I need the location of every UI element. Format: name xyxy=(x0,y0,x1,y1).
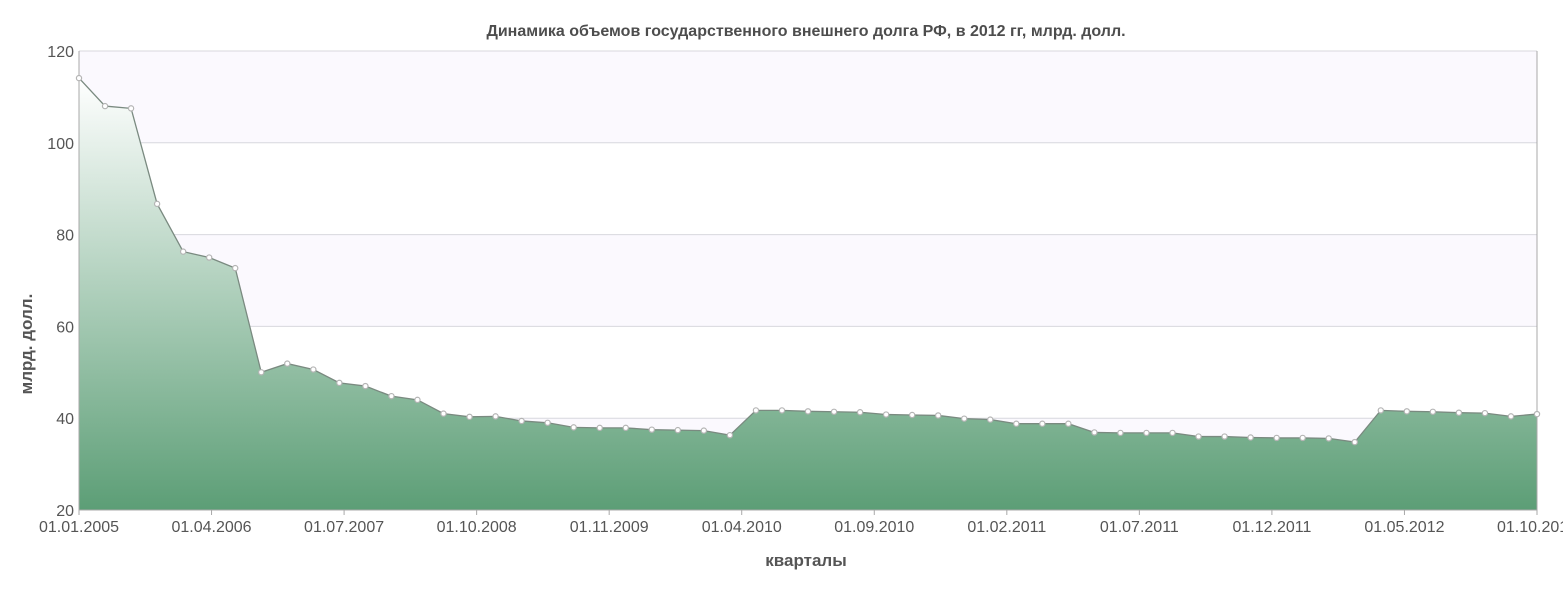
x-tick-label: 01.10.2008 xyxy=(437,519,517,536)
data-point xyxy=(101,102,109,110)
data-point xyxy=(804,408,812,415)
y-tick-label: 40 xyxy=(56,411,74,428)
data-point xyxy=(518,417,525,425)
data-point xyxy=(726,431,734,439)
y-tick-label: 120 xyxy=(47,44,74,61)
data-point xyxy=(856,409,864,416)
x-axis-title: кварталы xyxy=(765,551,846,570)
data-point xyxy=(1013,420,1020,427)
data-point xyxy=(987,416,994,423)
data-point xyxy=(362,382,369,390)
data-point xyxy=(622,424,629,432)
data-point xyxy=(1091,429,1098,436)
data-point xyxy=(1377,407,1384,414)
data-point xyxy=(830,408,838,415)
data-point xyxy=(492,413,499,420)
x-tick-label: 01.04.2010 xyxy=(702,519,782,536)
data-point xyxy=(440,410,447,417)
data-point xyxy=(75,74,83,82)
data-point xyxy=(232,264,239,272)
plot-band xyxy=(79,51,1537,143)
data-point xyxy=(1299,434,1306,442)
data-point xyxy=(153,200,161,208)
data-point xyxy=(908,411,916,419)
data-point xyxy=(778,407,786,414)
data-point xyxy=(1169,429,1176,437)
data-point xyxy=(752,407,760,414)
data-point xyxy=(336,379,343,387)
x-tick-label: 01.07.2007 xyxy=(304,519,384,536)
data-point xyxy=(882,411,890,418)
data-point xyxy=(1143,429,1150,437)
data-point xyxy=(544,419,551,426)
data-point xyxy=(1065,420,1072,427)
data-point xyxy=(570,424,577,431)
data-point xyxy=(1403,408,1411,415)
data-point xyxy=(466,413,473,421)
data-point xyxy=(284,360,291,367)
y-tick-label: 20 xyxy=(56,503,74,520)
data-point xyxy=(388,392,395,400)
data-point xyxy=(414,396,421,404)
data-point xyxy=(310,366,317,373)
y-tick-label: 80 xyxy=(56,228,74,245)
data-markers xyxy=(75,74,1541,446)
data-point xyxy=(961,415,968,422)
x-tick-label: 01.11.2009 xyxy=(570,519,649,536)
data-point xyxy=(674,426,682,434)
data-point xyxy=(700,427,708,434)
x-tick-label: 01.07.2011 xyxy=(1100,519,1179,536)
data-point xyxy=(1325,435,1332,442)
x-tick-label: 01.02.2011 xyxy=(967,519,1046,536)
data-point xyxy=(1507,413,1515,420)
y-tick-label: 60 xyxy=(56,319,74,336)
x-tick-label: 01.04.2006 xyxy=(172,519,252,536)
data-point xyxy=(1351,438,1358,446)
x-tick-label: 01.12.2011 xyxy=(1232,519,1311,536)
data-point xyxy=(1533,410,1541,418)
data-point xyxy=(1273,434,1280,442)
data-point xyxy=(1455,409,1463,416)
plot-band xyxy=(79,234,1537,327)
data-point xyxy=(127,105,135,112)
data-point xyxy=(1039,420,1046,427)
x-tick-label: 01.01.2005 xyxy=(39,519,119,536)
chart-title: Динамика объемов государственного внешне… xyxy=(486,23,1125,40)
data-point xyxy=(205,254,213,261)
data-point xyxy=(1117,429,1124,437)
x-tick-label: 01.09.2010 xyxy=(834,519,914,536)
y-axis-ticks: 20 40 60 80 100 120 xyxy=(47,44,74,520)
y-axis-title: млрд. долл. xyxy=(17,294,36,395)
data-point xyxy=(258,369,265,376)
data-point xyxy=(596,424,603,432)
data-point xyxy=(1195,433,1202,440)
data-point xyxy=(1481,409,1489,417)
data-point xyxy=(1429,408,1437,415)
data-point xyxy=(648,426,655,433)
x-tick-label: 01.10.2012 xyxy=(1497,519,1563,536)
x-tick-label: 01.05.2012 xyxy=(1364,519,1444,536)
data-point xyxy=(934,412,942,419)
axes xyxy=(78,51,1538,511)
data-point xyxy=(179,248,187,255)
area-fill xyxy=(79,78,1537,511)
x-axis-ticks: 01.01.2005 01.04.2006 01.07.2007 01.10.2008… xyxy=(39,510,1563,536)
y-tick-label: 100 xyxy=(47,136,74,153)
data-point xyxy=(1247,434,1254,441)
data-point xyxy=(1221,433,1228,440)
